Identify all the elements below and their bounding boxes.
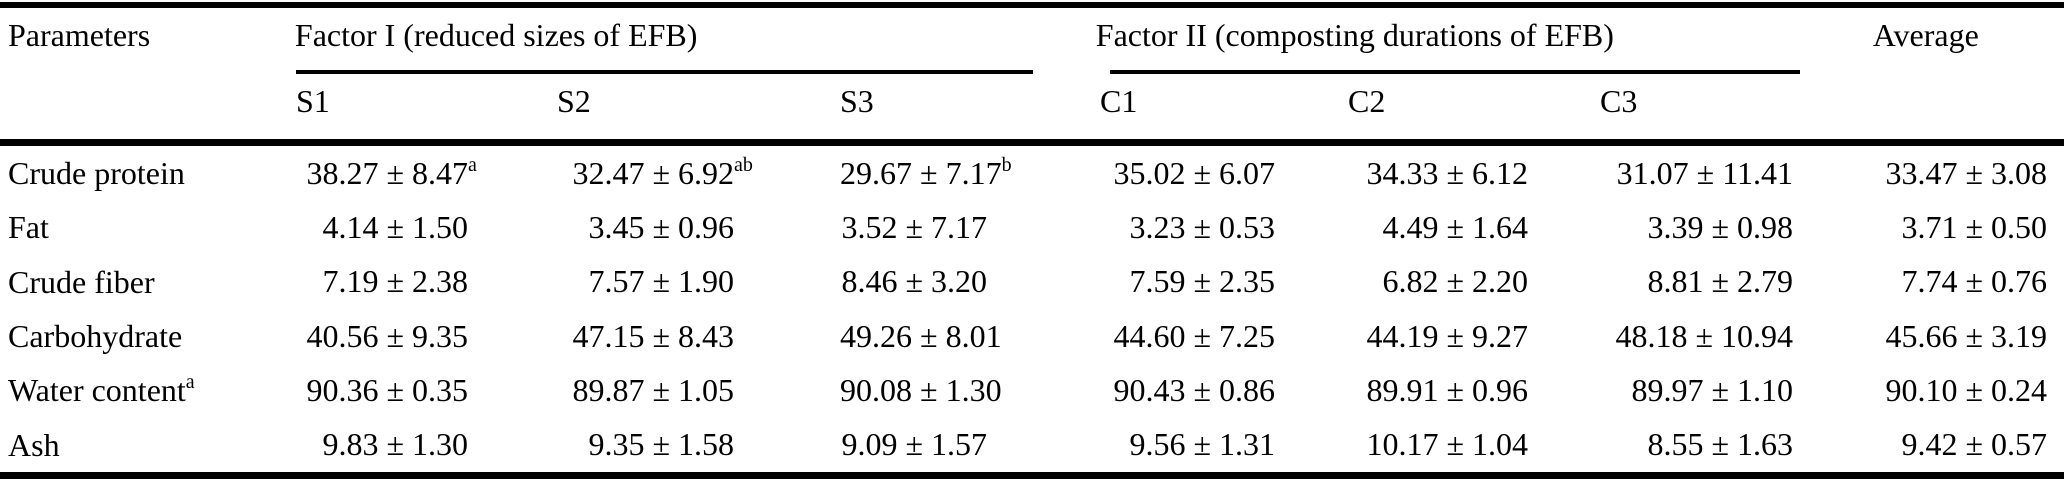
subheader-c1: C1	[1100, 82, 1138, 119]
value-cell: 35.02 ± 6.07	[1113, 154, 1275, 191]
factor1-spanner-rule	[296, 70, 1033, 74]
param-superscript: a	[185, 371, 195, 394]
value-cell: 40.56 ± 9.35	[306, 317, 468, 354]
value-cell: 89.87 ± 1.05	[572, 371, 734, 408]
table-bottom-rule	[0, 472, 2064, 479]
value-cell: 29.67 ± 7.17b	[840, 154, 1012, 192]
value-cell: 3.23 ± 0.53	[1129, 208, 1275, 245]
value-cell: 9.42 ± 0.57	[1901, 426, 2047, 463]
value-cell: 32.47 ± 6.92ab	[572, 154, 753, 192]
table-row: Water contenta 90.36 ± 0.35 89.87 ± 1.05…	[8, 363, 2064, 417]
value-cell: 7.57 ± 1.90	[588, 263, 734, 300]
param-cell: Crude protein	[8, 155, 185, 192]
value-cell: 89.97 ± 1.10	[1631, 371, 1793, 408]
table-body: Crude protein 38.27 ± 8.47a 32.47 ± 6.92…	[8, 146, 2064, 472]
value-cell: 7.59 ± 2.35	[1129, 263, 1275, 300]
value-cell: 3.52 ± 7.17	[841, 208, 987, 245]
param-cell: Ash	[8, 426, 60, 463]
value-cell: 8.46 ± 3.20	[841, 263, 987, 300]
value-cell: 6.82 ± 2.20	[1382, 263, 1528, 300]
value-cell: 9.56 ± 1.31	[1129, 426, 1275, 463]
value-cell: 7.19 ± 2.38	[322, 263, 468, 300]
param-cell: Crude fiber	[8, 263, 155, 300]
subheader-c3: C3	[1600, 82, 1638, 119]
value-cell: 90.43 ± 0.86	[1113, 371, 1275, 408]
value-cell: 44.19 ± 9.27	[1366, 317, 1528, 354]
table-row: Crude fiber 7.19 ± 2.38 7.57 ± 1.90 8.46…	[8, 255, 2064, 309]
table-row: Carbohydrate 40.56 ± 9.35 47.15 ± 8.43 4…	[8, 309, 2064, 363]
table-top-rule	[0, 2, 2064, 8]
value-cell: 3.45 ± 0.96	[588, 208, 734, 245]
value-cell: 9.35 ± 1.58	[588, 426, 734, 463]
value-cell: 31.07 ± 11.41	[1616, 154, 1793, 191]
header-factor1-group: Factor I (reduced sizes of EFB)	[294, 16, 698, 53]
value-cell: 3.39 ± 0.98	[1647, 208, 1793, 245]
subheader-c2: C2	[1348, 82, 1386, 119]
value-cell: 3.71 ± 0.50	[1901, 208, 2047, 245]
header-average: Average	[1872, 16, 1979, 53]
table-subheaders: S1 S2 S3 C1 C2 C3	[8, 82, 2064, 119]
value-cell: 49.26 ± 8.01	[840, 317, 1002, 354]
value-cell: 4.49 ± 1.64	[1382, 208, 1528, 245]
value-cell: 45.66 ± 3.19	[1885, 317, 2047, 354]
value-cell: 38.27 ± 8.47a	[306, 154, 477, 192]
table-row: Ash 9.83 ± 1.30 9.35 ± 1.58 9.09 ± 1.57 …	[8, 418, 2064, 472]
value-cell: 90.10 ± 0.24	[1885, 371, 2047, 408]
subheader-s3: S3	[840, 82, 874, 119]
subheader-s2: S2	[557, 82, 591, 119]
value-cell: 9.83 ± 1.30	[322, 426, 468, 463]
param-cell: Fat	[8, 209, 49, 246]
value-cell: 90.36 ± 0.35	[306, 371, 468, 408]
value-cell: 4.14 ± 1.50	[322, 208, 468, 245]
value-cell: 8.81 ± 2.79	[1647, 263, 1793, 300]
header-parameters: Parameters	[8, 16, 151, 53]
header-factor2-group: Factor II (composting durations of EFB)	[1095, 16, 1614, 53]
value-cell: 47.15 ± 8.43	[572, 317, 734, 354]
value-cell: 33.47 ± 3.08	[1885, 154, 2047, 191]
subheader-s1: S1	[296, 82, 330, 119]
table-header-rule	[0, 139, 2064, 146]
table-row: Crude protein 38.27 ± 8.47a 32.47 ± 6.92…	[8, 146, 2064, 200]
value-cell: 44.60 ± 7.25	[1113, 317, 1275, 354]
value-cell: 90.08 ± 1.30	[840, 371, 1002, 408]
value-cell: 34.33 ± 6.12	[1366, 154, 1528, 191]
factor2-spanner-rule	[1110, 70, 1800, 74]
value-cell: 48.18 ± 10.94	[1615, 317, 1793, 354]
value-cell: 10.17 ± 1.04	[1366, 426, 1528, 463]
value-cell: 9.09 ± 1.57	[841, 426, 987, 463]
table-row: Fat 4.14 ± 1.50 3.45 ± 0.96 3.52 ± 7.17 …	[8, 200, 2064, 254]
param-cell: Water contenta	[8, 371, 195, 409]
table-header-groups: Parameters Factor I (reduced sizes of EF…	[8, 16, 2064, 54]
value-cell: 7.74 ± 0.76	[1901, 263, 2047, 300]
param-cell: Carbohydrate	[8, 318, 183, 355]
value-cell: 89.91 ± 0.96	[1366, 371, 1528, 408]
value-cell: 8.55 ± 1.63	[1647, 426, 1793, 463]
